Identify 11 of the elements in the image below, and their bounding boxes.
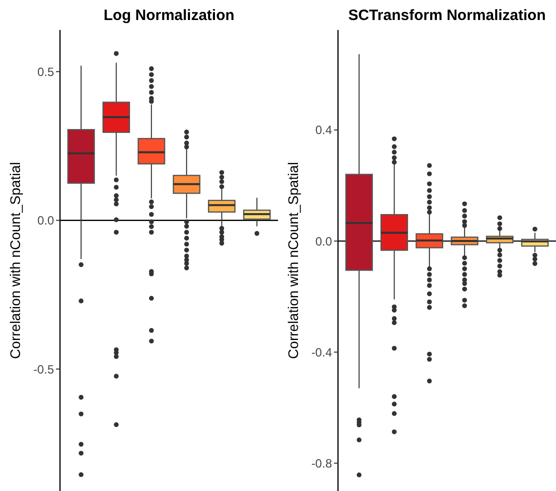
y-tick-label: 0.0 xyxy=(37,214,54,228)
chart-title: SCTransform Normalization xyxy=(348,7,546,24)
y-axis-title: Correlation with nCount_Spatial xyxy=(7,162,23,359)
y-tick-label: 0.4 xyxy=(315,123,332,138)
chart-title: Log Normalization xyxy=(104,7,234,24)
y-tick-label: 0.5 xyxy=(37,64,54,79)
y-axis-title: Correlation with nCount_Spatial xyxy=(285,162,301,359)
y-tick-label: -0.4 xyxy=(311,345,332,360)
y-tick-label: -0.5 xyxy=(33,362,54,376)
y-tick-label: -0.8 xyxy=(311,456,332,470)
y-tick-label: 0.0 xyxy=(315,234,332,248)
